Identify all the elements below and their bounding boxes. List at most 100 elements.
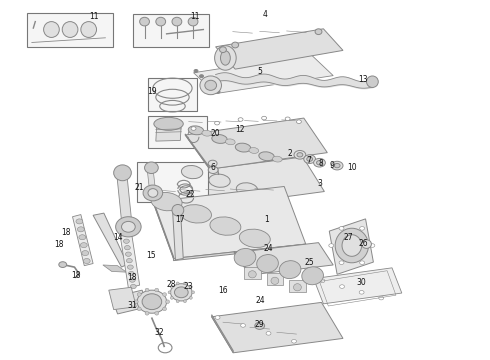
Ellipse shape (210, 217, 241, 235)
Ellipse shape (188, 17, 198, 26)
Ellipse shape (116, 217, 141, 237)
Ellipse shape (166, 300, 170, 303)
Ellipse shape (208, 166, 218, 174)
Ellipse shape (137, 290, 167, 313)
Ellipse shape (257, 255, 278, 273)
Ellipse shape (145, 288, 149, 292)
Ellipse shape (171, 296, 173, 299)
Text: 21: 21 (135, 183, 145, 192)
Text: 7: 7 (306, 156, 311, 165)
Ellipse shape (114, 165, 131, 181)
Ellipse shape (360, 261, 365, 265)
Text: 16: 16 (218, 287, 228, 295)
Ellipse shape (172, 17, 182, 26)
Polygon shape (234, 251, 250, 275)
Ellipse shape (272, 156, 282, 162)
Polygon shape (153, 186, 306, 258)
Ellipse shape (145, 162, 158, 174)
Ellipse shape (122, 221, 135, 232)
Ellipse shape (129, 278, 135, 282)
Ellipse shape (176, 282, 179, 285)
Text: 18: 18 (72, 271, 81, 279)
Text: 6: 6 (211, 163, 216, 172)
Text: 30: 30 (357, 278, 367, 287)
Ellipse shape (241, 324, 245, 327)
Ellipse shape (340, 285, 344, 288)
Text: 27: 27 (343, 233, 353, 242)
Ellipse shape (329, 244, 334, 247)
Ellipse shape (81, 22, 97, 37)
Bar (137, 162, 208, 202)
Ellipse shape (62, 22, 78, 37)
Polygon shape (109, 287, 136, 310)
Ellipse shape (248, 271, 256, 278)
Ellipse shape (137, 293, 141, 296)
Text: 17: 17 (175, 215, 185, 224)
Text: 29: 29 (255, 320, 265, 329)
Ellipse shape (234, 248, 256, 266)
Polygon shape (156, 123, 181, 141)
Ellipse shape (232, 42, 239, 48)
Ellipse shape (362, 240, 371, 248)
Polygon shape (244, 267, 261, 279)
Ellipse shape (294, 284, 301, 291)
Text: 24: 24 (256, 297, 266, 305)
Ellipse shape (292, 339, 296, 343)
Ellipse shape (79, 235, 86, 240)
Ellipse shape (236, 183, 258, 196)
Ellipse shape (180, 204, 212, 223)
Text: 18: 18 (127, 273, 137, 282)
Ellipse shape (134, 300, 138, 303)
Ellipse shape (192, 291, 195, 294)
Ellipse shape (285, 117, 290, 121)
Ellipse shape (208, 160, 217, 167)
Bar (148, 116, 207, 148)
Text: 12: 12 (235, 125, 245, 134)
Ellipse shape (189, 285, 192, 288)
Polygon shape (117, 170, 132, 230)
Ellipse shape (235, 143, 251, 152)
Ellipse shape (189, 296, 192, 299)
Ellipse shape (202, 130, 212, 136)
Ellipse shape (140, 17, 149, 26)
Text: 4: 4 (262, 10, 267, 19)
Polygon shape (194, 55, 333, 94)
Ellipse shape (163, 293, 167, 296)
Text: 15: 15 (146, 251, 156, 260)
Ellipse shape (317, 161, 322, 165)
Ellipse shape (151, 192, 182, 211)
Bar (27, 13, 113, 47)
Text: 22: 22 (185, 190, 195, 199)
Text: 18: 18 (54, 240, 64, 249)
Ellipse shape (220, 47, 226, 53)
Ellipse shape (335, 228, 368, 263)
Text: 32: 32 (154, 328, 164, 337)
Ellipse shape (370, 244, 375, 247)
Polygon shape (180, 157, 324, 208)
Ellipse shape (225, 139, 235, 145)
Ellipse shape (215, 316, 220, 319)
Ellipse shape (142, 294, 162, 310)
Polygon shape (172, 207, 183, 260)
Ellipse shape (304, 155, 316, 163)
Text: 2: 2 (288, 149, 293, 158)
Ellipse shape (216, 90, 220, 93)
Ellipse shape (367, 76, 378, 87)
Text: 9: 9 (330, 161, 335, 170)
Ellipse shape (379, 296, 384, 300)
Bar (148, 78, 197, 111)
Text: 5: 5 (257, 68, 262, 77)
Ellipse shape (145, 311, 149, 315)
Ellipse shape (209, 174, 230, 187)
Ellipse shape (80, 243, 87, 248)
Ellipse shape (181, 166, 203, 179)
Ellipse shape (238, 118, 243, 121)
Polygon shape (314, 268, 402, 304)
Ellipse shape (199, 75, 203, 77)
Text: 23: 23 (183, 282, 193, 291)
Text: 8: 8 (318, 159, 323, 168)
Text: 11: 11 (89, 12, 99, 21)
Polygon shape (103, 265, 126, 272)
Ellipse shape (176, 300, 179, 303)
Ellipse shape (249, 148, 259, 153)
